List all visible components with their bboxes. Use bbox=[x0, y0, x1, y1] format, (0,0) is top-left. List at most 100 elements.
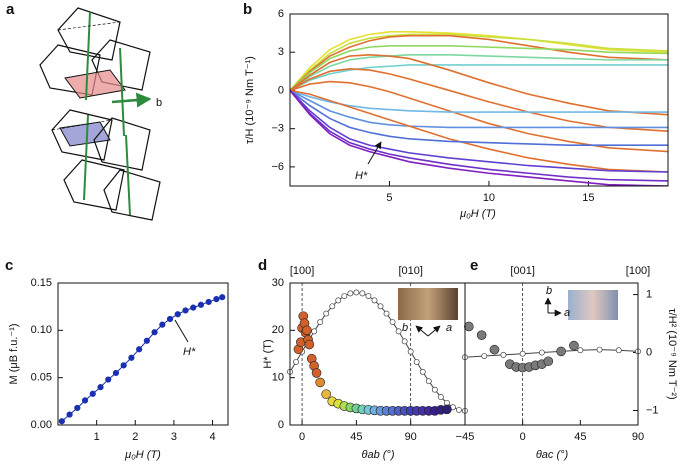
panel-label: c bbox=[5, 257, 13, 274]
data-line bbox=[290, 89, 668, 113]
data-point bbox=[596, 346, 603, 353]
data-point bbox=[353, 289, 360, 296]
data-point bbox=[97, 384, 104, 391]
annotation-line bbox=[174, 319, 189, 343]
data-line bbox=[290, 53, 668, 92]
data-point bbox=[519, 350, 526, 357]
structure-diagram: a b bbox=[6, 1, 162, 221]
data-point bbox=[538, 349, 545, 356]
data-point bbox=[105, 376, 112, 383]
data-point bbox=[219, 294, 226, 301]
y-axis-label: H* (T) bbox=[262, 339, 274, 368]
y-axis-label: M (μB f.u.⁻¹) bbox=[8, 323, 20, 384]
x-axis-label: θab (°) bbox=[362, 449, 395, 461]
inset-label: b bbox=[546, 285, 552, 297]
data-point bbox=[143, 337, 150, 344]
data-line bbox=[290, 89, 668, 147]
data-point bbox=[500, 351, 507, 358]
data-line bbox=[290, 89, 668, 173]
panel-label: e bbox=[470, 257, 478, 274]
data-point bbox=[425, 378, 432, 385]
data-point bbox=[442, 404, 452, 415]
data-point bbox=[136, 346, 143, 353]
data-point bbox=[159, 321, 166, 328]
x-axis-label: μ₀H (T) bbox=[124, 449, 161, 461]
data-point bbox=[359, 290, 366, 297]
data-line bbox=[290, 31, 668, 91]
panel-label: b bbox=[243, 1, 252, 18]
data-point bbox=[302, 325, 312, 336]
data-point bbox=[329, 303, 336, 310]
data-line bbox=[290, 67, 668, 133]
data-point bbox=[323, 310, 330, 317]
data-point bbox=[128, 354, 135, 361]
data-point bbox=[74, 404, 81, 412]
data-point bbox=[431, 386, 438, 393]
inset-photo bbox=[568, 290, 618, 320]
data-point bbox=[395, 328, 402, 335]
data-line bbox=[290, 64, 668, 92]
x-tick-label: 4 bbox=[209, 431, 215, 443]
data-point bbox=[371, 297, 378, 304]
data-point bbox=[151, 329, 158, 336]
inset-arrow bbox=[415, 325, 429, 337]
y-tick-label: 0 bbox=[278, 419, 284, 431]
data-point bbox=[569, 340, 579, 351]
x-tick-label: −45 bbox=[456, 431, 475, 443]
y-tick-label: 0 bbox=[278, 84, 284, 96]
y-tick-label: 0 bbox=[646, 346, 652, 358]
y-tick-label: 0.15 bbox=[31, 277, 52, 289]
data-point bbox=[311, 328, 318, 335]
data-point bbox=[401, 338, 408, 345]
data-point bbox=[315, 377, 325, 388]
annotation: H* bbox=[355, 170, 368, 182]
y-tick-label: 30 bbox=[272, 277, 284, 289]
data-line bbox=[290, 45, 668, 92]
data-line bbox=[290, 34, 668, 92]
y-tick-label: 1 bbox=[646, 288, 652, 300]
inset-label: b bbox=[402, 322, 408, 334]
data-point bbox=[190, 304, 197, 311]
data-point bbox=[476, 330, 487, 340]
data-point bbox=[556, 346, 566, 357]
data-point bbox=[213, 295, 220, 303]
data-point bbox=[182, 307, 189, 314]
panel-label: a bbox=[6, 1, 15, 18]
data-line bbox=[290, 89, 668, 182]
panel-label: d bbox=[258, 257, 267, 274]
data-point bbox=[464, 321, 474, 332]
data-line bbox=[290, 33, 668, 91]
data-line bbox=[290, 89, 668, 173]
data-point bbox=[197, 301, 205, 308]
data-point bbox=[89, 390, 96, 397]
top-tick-label: [001] bbox=[510, 265, 534, 277]
annotation: H* bbox=[183, 346, 196, 358]
data-point bbox=[66, 411, 73, 418]
y-axis-label: τ/H² (10⁻⁹ Nm T⁻²) bbox=[666, 308, 678, 399]
x-axis-label: θac (°) bbox=[536, 449, 569, 461]
data-point bbox=[205, 298, 212, 306]
top-tick-label: [100] bbox=[626, 265, 650, 277]
data-point bbox=[377, 303, 384, 310]
x-tick-label: 15 bbox=[582, 192, 594, 204]
x-tick-label: 10 bbox=[483, 192, 495, 204]
data-line bbox=[290, 53, 668, 116]
inset-label: a bbox=[446, 322, 452, 334]
x-tick-label: 1 bbox=[94, 431, 100, 443]
inset-arrow bbox=[427, 325, 441, 337]
data-line bbox=[290, 89, 668, 129]
plot-frame bbox=[289, 13, 669, 187]
data-point bbox=[389, 319, 396, 325]
data-point bbox=[347, 290, 354, 297]
data-line bbox=[290, 89, 668, 186]
x-tick-label: 0 bbox=[520, 431, 526, 443]
data-point bbox=[383, 310, 390, 317]
y-tick-label: 0.00 bbox=[31, 419, 52, 431]
inset-photo bbox=[398, 288, 458, 320]
inset-label: a bbox=[564, 307, 570, 319]
data-point bbox=[615, 347, 622, 354]
y-tick-label: −6 bbox=[271, 161, 284, 173]
data-point bbox=[456, 406, 462, 413]
data-point bbox=[489, 344, 500, 355]
y-tick-label: 3 bbox=[278, 46, 284, 58]
